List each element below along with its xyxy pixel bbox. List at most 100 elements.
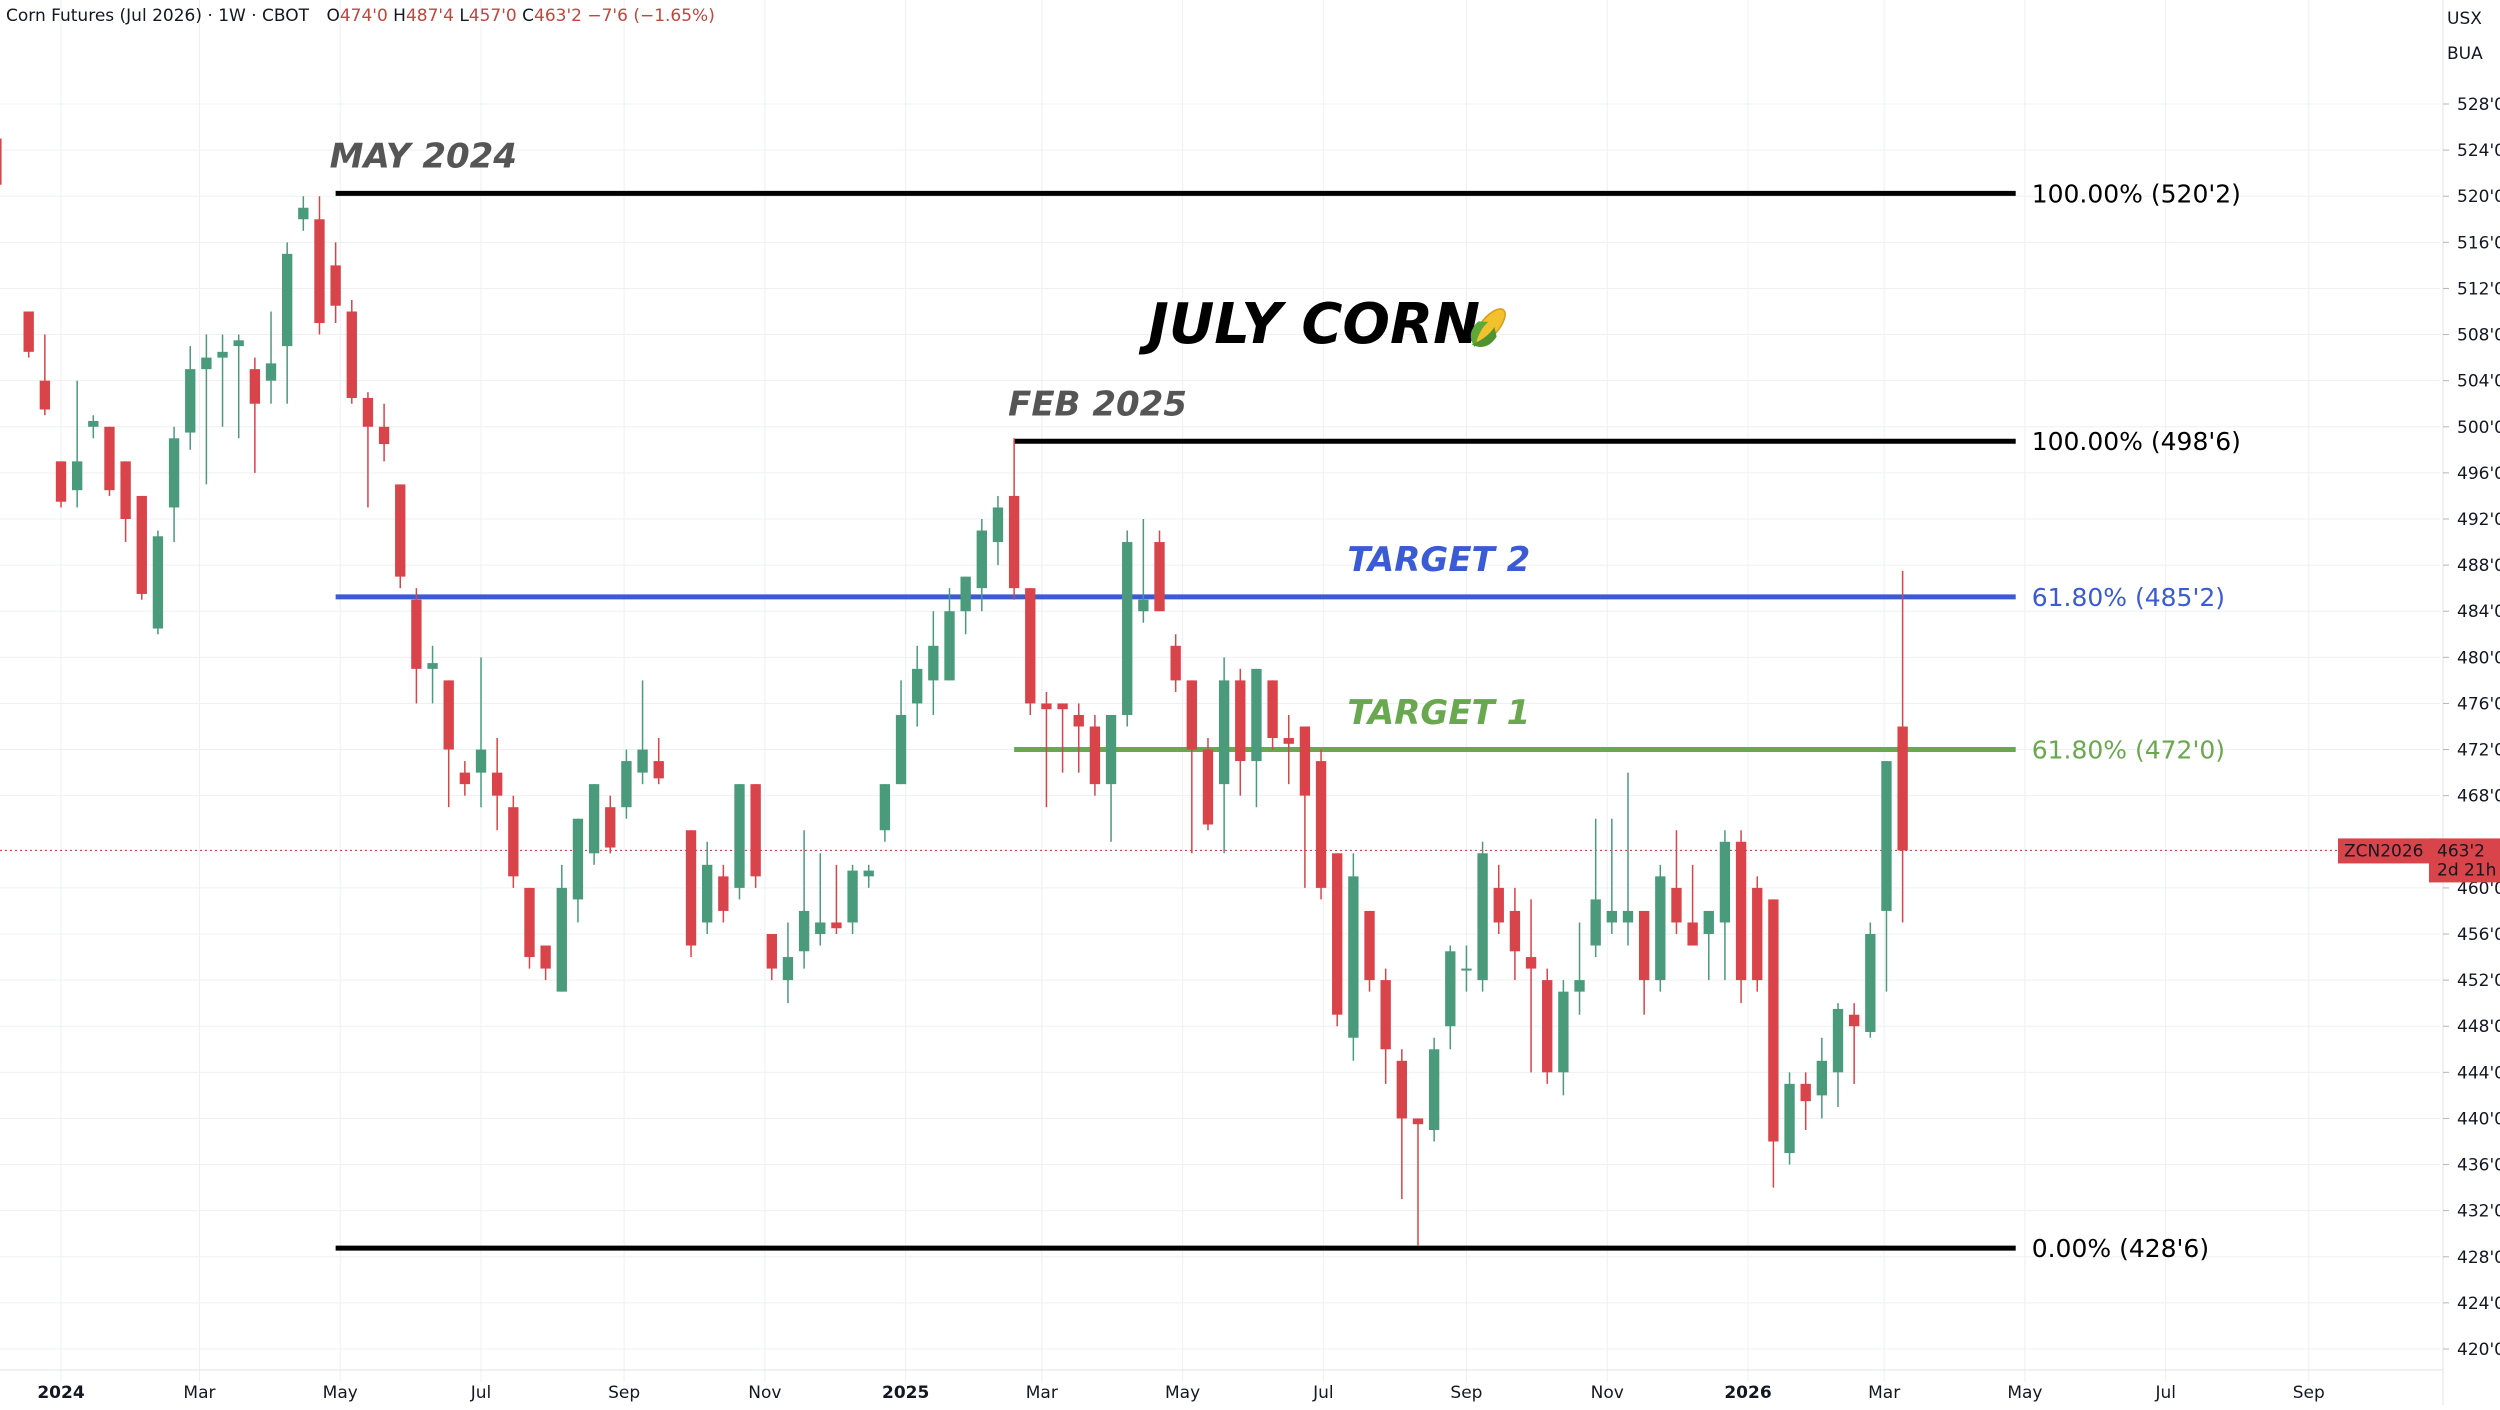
candle[interactable] <box>475 657 487 808</box>
candle[interactable] <box>621 749 632 819</box>
candle[interactable] <box>1655 864 1666 992</box>
candle[interactable] <box>136 495 147 600</box>
candle[interactable] <box>1170 634 1181 692</box>
candle[interactable] <box>863 864 874 888</box>
candle[interactable] <box>1089 714 1101 796</box>
candle[interactable] <box>1832 1003 1844 1107</box>
candle[interactable] <box>427 645 438 704</box>
candle[interactable] <box>1558 980 1569 1096</box>
candle[interactable] <box>1897 570 1908 923</box>
candle[interactable] <box>1057 703 1068 773</box>
candle[interactable] <box>992 495 1004 566</box>
candle[interactable] <box>217 334 228 427</box>
candle[interactable] <box>734 784 745 900</box>
candle[interactable] <box>1848 1003 1860 1084</box>
candle[interactable] <box>1493 864 1504 934</box>
axis-unit-label[interactable]: USX <box>2447 9 2482 29</box>
candle[interactable] <box>265 311 277 404</box>
candle[interactable] <box>459 761 471 796</box>
candle[interactable] <box>815 853 826 946</box>
candle[interactable] <box>1461 945 1472 992</box>
candle[interactable] <box>378 403 390 462</box>
candle[interactable] <box>281 242 293 404</box>
candle[interactable] <box>1622 772 1634 946</box>
candle[interactable] <box>685 830 697 958</box>
candle[interactable] <box>1638 910 1650 1015</box>
candle[interactable] <box>88 415 99 439</box>
candle[interactable] <box>395 484 406 589</box>
candle[interactable] <box>928 611 939 715</box>
candle[interactable] <box>1719 830 1731 981</box>
candle[interactable] <box>1509 887 1521 981</box>
candle[interactable] <box>1816 1037 1828 1119</box>
candle[interactable] <box>492 738 503 831</box>
candle[interactable] <box>104 426 115 496</box>
candle[interactable] <box>831 864 842 934</box>
candle[interactable] <box>1735 830 1747 1004</box>
candle[interactable] <box>120 461 131 543</box>
candle[interactable] <box>1800 1072 1811 1130</box>
candle[interactable] <box>1202 738 1214 831</box>
axis-unit-label[interactable]: BUA <box>2447 44 2483 64</box>
candle[interactable] <box>1186 680 1197 854</box>
candle[interactable] <box>1606 818 1618 934</box>
candle[interactable] <box>1542 968 1553 1084</box>
candle[interactable] <box>201 334 212 485</box>
candle[interactable] <box>976 519 987 612</box>
candle[interactable] <box>39 334 51 416</box>
candle[interactable] <box>1525 899 1537 1073</box>
candle[interactable] <box>572 818 584 923</box>
candle[interactable] <box>895 680 907 785</box>
candle[interactable] <box>1122 530 1133 727</box>
candle[interactable] <box>1332 853 1343 1027</box>
candle[interactable] <box>718 864 729 923</box>
y-axis[interactable]: 528'0 524'0 520'0 516'0 512'0 508'0 504'0 500'0… <box>2442 0 2500 1405</box>
candle[interactable] <box>798 830 810 969</box>
candle[interactable] <box>1590 818 1601 958</box>
candle[interactable] <box>653 738 664 785</box>
candle[interactable] <box>1784 1072 1795 1165</box>
candle[interactable] <box>750 784 761 888</box>
candle[interactable] <box>330 242 341 324</box>
candle[interactable] <box>508 795 519 888</box>
candle[interactable] <box>782 922 794 1004</box>
candle[interactable] <box>1671 830 1682 934</box>
candle[interactable] <box>879 784 891 842</box>
candle[interactable] <box>960 576 971 635</box>
candle[interactable] <box>233 334 244 439</box>
candle[interactable] <box>944 588 955 681</box>
candle[interactable] <box>556 864 567 992</box>
candle[interactable] <box>1105 714 1117 842</box>
candle[interactable] <box>912 645 923 727</box>
candle[interactable] <box>1445 945 1456 1050</box>
candle[interactable] <box>540 945 551 981</box>
candle[interactable] <box>0 138 2 197</box>
candle[interactable] <box>1752 876 1763 992</box>
candle[interactable] <box>249 357 261 473</box>
candle[interactable] <box>1364 910 1375 992</box>
candle[interactable] <box>1235 668 1246 796</box>
candle[interactable] <box>702 841 713 934</box>
candle[interactable] <box>1865 922 1876 1038</box>
candle[interactable] <box>1041 691 1052 808</box>
candle[interactable] <box>524 887 535 969</box>
candle[interactable] <box>1687 864 1698 946</box>
candle[interactable] <box>766 934 777 981</box>
candle[interactable] <box>588 784 600 865</box>
candle[interactable] <box>314 196 325 335</box>
candle[interactable] <box>1283 714 1294 785</box>
candle[interactable] <box>362 392 374 508</box>
candle[interactable] <box>1138 519 1149 623</box>
candle[interactable] <box>1251 668 1262 808</box>
candle[interactable] <box>71 380 83 508</box>
candle[interactable] <box>152 530 164 635</box>
candle[interactable] <box>443 680 454 808</box>
candle[interactable] <box>1703 910 1714 981</box>
candle[interactable] <box>1348 853 1359 1061</box>
candle[interactable] <box>298 196 309 231</box>
candle[interactable] <box>1396 1049 1407 1200</box>
candle[interactable] <box>1299 726 1311 888</box>
candle[interactable] <box>1412 1118 1424 1246</box>
candle[interactable] <box>346 299 357 404</box>
candle[interactable] <box>1380 968 1391 1084</box>
